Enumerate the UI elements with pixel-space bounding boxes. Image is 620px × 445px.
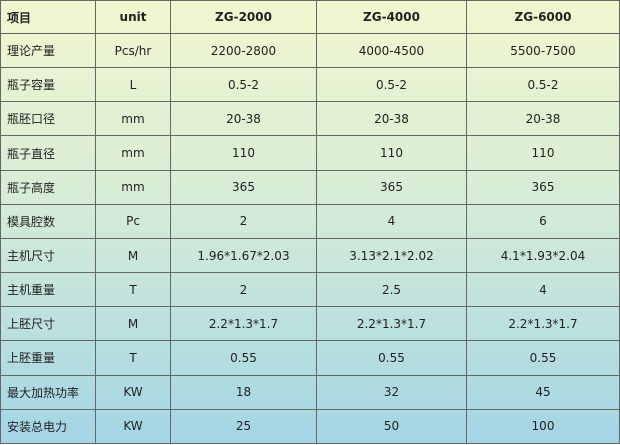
- table-row: 瓶子直径 mm 110 110 110: [0, 135, 620, 171]
- table-cell: 0.55: [170, 340, 317, 376]
- table-cell: 3.13*2.1*2.02: [316, 237, 467, 274]
- table-cell: 6: [466, 203, 620, 239]
- table-cell: KW: [95, 374, 171, 410]
- row-label: 理论产量: [0, 32, 96, 69]
- table-row: 瓶胚口径 mm 20-38 20-38 20-38: [0, 101, 620, 137]
- row-label: 安装总电力: [0, 408, 96, 445]
- table-cell: Pc: [95, 203, 171, 239]
- table-cell: 25: [170, 408, 317, 445]
- row-label: 主机尺寸: [0, 237, 96, 274]
- table-cell: T: [95, 340, 171, 376]
- table-cell: 0.55: [466, 340, 620, 376]
- table-cell: 110: [316, 135, 467, 171]
- table-cell: 20-38: [170, 101, 317, 137]
- header-cell: unit: [95, 0, 171, 34]
- table-cell: M: [95, 306, 171, 342]
- header-row: 项目 unit ZG-2000 ZG-4000 ZG-6000: [0, 0, 620, 34]
- table-cell: 2: [170, 272, 317, 308]
- table-cell: 110: [170, 135, 317, 171]
- table-cell: 2.2*1.3*1.7: [466, 306, 620, 342]
- header-cell: 项目: [0, 0, 96, 34]
- table-cell: 18: [170, 374, 317, 410]
- table-cell: 4000-4500: [316, 32, 467, 69]
- table-cell: 20-38: [466, 101, 620, 137]
- table-cell: 20-38: [316, 101, 467, 137]
- table-row: 瓶子高度 mm 365 365 365: [0, 169, 620, 205]
- table-row: 上胚重量 T 0.55 0.55 0.55: [0, 340, 620, 376]
- table-cell: 4: [466, 272, 620, 308]
- row-label: 瓶子直径: [0, 135, 96, 171]
- row-label: 瓶子容量: [0, 67, 96, 103]
- table-cell: 365: [466, 169, 620, 205]
- table-row: 主机重量 T 2 2.5 4: [0, 272, 620, 308]
- table-row: 最大加热功率 KW 18 32 45: [0, 374, 620, 410]
- table-cell: 2: [170, 203, 317, 239]
- table-cell: 4.1*1.93*2.04: [466, 237, 620, 274]
- row-label: 瓶子高度: [0, 169, 96, 205]
- table-cell: 0.5-2: [466, 67, 620, 103]
- table-row: 瓶子容量 L 0.5-2 0.5-2 0.5-2: [0, 67, 620, 103]
- row-label: 模具腔数: [0, 203, 96, 239]
- table-row: 主机尺寸 M 1.96*1.67*2.03 3.13*2.1*2.02 4.1*1.93…: [0, 237, 620, 274]
- table-cell: 2200-2800: [170, 32, 317, 69]
- table-cell: 5500-7500: [466, 32, 620, 69]
- row-label: 最大加热功率: [0, 374, 96, 410]
- table-cell: 4: [316, 203, 467, 239]
- header-cell: ZG-4000: [316, 0, 467, 34]
- table-cell: 110: [466, 135, 620, 171]
- table-cell: 0.5-2: [170, 67, 317, 103]
- table-cell: 2.2*1.3*1.7: [170, 306, 317, 342]
- row-label: 主机重量: [0, 272, 96, 308]
- table-cell: mm: [95, 169, 171, 205]
- table-cell: M: [95, 237, 171, 274]
- table-cell: 365: [170, 169, 317, 205]
- table-row: 上胚尺寸 M 2.2*1.3*1.7 2.2*1.3*1.7 2.2*1.3*1.7: [0, 306, 620, 342]
- header-cell: ZG-2000: [170, 0, 317, 34]
- table-cell: mm: [95, 135, 171, 171]
- table-row: 理论产量 Pcs/hr 2200-2800 4000-4500 5500-7500: [0, 32, 620, 69]
- row-label: 瓶胚口径: [0, 101, 96, 137]
- row-label: 上胚尺寸: [0, 306, 96, 342]
- table-cell: T: [95, 272, 171, 308]
- table-cell: L: [95, 67, 171, 103]
- table-cell: 0.55: [316, 340, 467, 376]
- table-row: 安装总电力 KW 25 50 100: [0, 408, 620, 445]
- table-cell: KW: [95, 408, 171, 445]
- header-cell: ZG-6000: [466, 0, 620, 34]
- table-cell: 100: [466, 408, 620, 445]
- table-row: 模具腔数 Pc 2 4 6: [0, 203, 620, 239]
- table-cell: 2.2*1.3*1.7: [316, 306, 467, 342]
- table-cell: 365: [316, 169, 467, 205]
- table-cell: 45: [466, 374, 620, 410]
- table-cell: 0.5-2: [316, 67, 467, 103]
- table-cell: mm: [95, 101, 171, 137]
- table-cell: Pcs/hr: [95, 32, 171, 69]
- table-cell: 2.5: [316, 272, 467, 308]
- row-label: 上胚重量: [0, 340, 96, 376]
- table-cell: 1.96*1.67*2.03: [170, 237, 317, 274]
- table-cell: 50: [316, 408, 467, 445]
- table-cell: 32: [316, 374, 467, 410]
